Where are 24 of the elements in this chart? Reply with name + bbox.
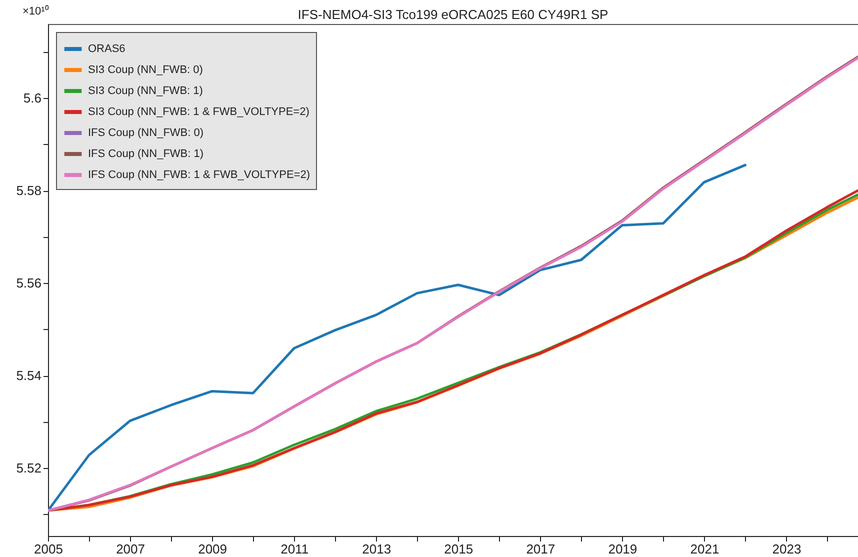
x-tick-label: 2017 (526, 542, 556, 556)
x-tick-label: 2013 (362, 542, 392, 556)
y-axis-title: ×10¹⁰ (22, 4, 49, 18)
x-tick-label: 2015 (444, 542, 474, 556)
legend-label: IFS Coup (NN_FWB: 1 & FWB_VOLTYPE=2) (88, 169, 310, 181)
y-tick-label: 5.54 (16, 368, 42, 384)
legend-label: IFS Coup (NN_FWB: 1) (88, 148, 204, 160)
legend-label: SI3 Coup (NN_FWB: 1 & FWB_VOLTYPE=2) (88, 106, 310, 118)
x-tick-label: 2011 (280, 542, 309, 556)
x-tick-label: 2023 (772, 542, 802, 556)
legend-label: IFS Coup (NN_FWB: 0) (88, 127, 204, 139)
y-tick-label: 5.56 (16, 276, 42, 291)
legend-label: SI3 Coup (NN_FWB: 1) (88, 85, 203, 97)
legend-label: SI3 Coup (NN_FWB: 0) (88, 64, 203, 76)
x-tick-label: 2007 (116, 542, 145, 556)
x-tick-label: 2021 (690, 542, 720, 556)
x-tick-label: 2005 (34, 542, 63, 556)
y-tick-label: 5.58 (16, 183, 42, 198)
legend-label: ORAS6 (88, 43, 126, 55)
y-tick-label: 5.6 (23, 90, 42, 106)
x-tick-label: 2009 (198, 542, 228, 556)
chart-title: IFS-NEMO4-SI3 Tco199 eORCA025 E60 CY49R1 SP (298, 7, 608, 22)
x-tick-label: 2019 (608, 542, 638, 556)
y-tick-label: 5.52 (16, 460, 42, 476)
